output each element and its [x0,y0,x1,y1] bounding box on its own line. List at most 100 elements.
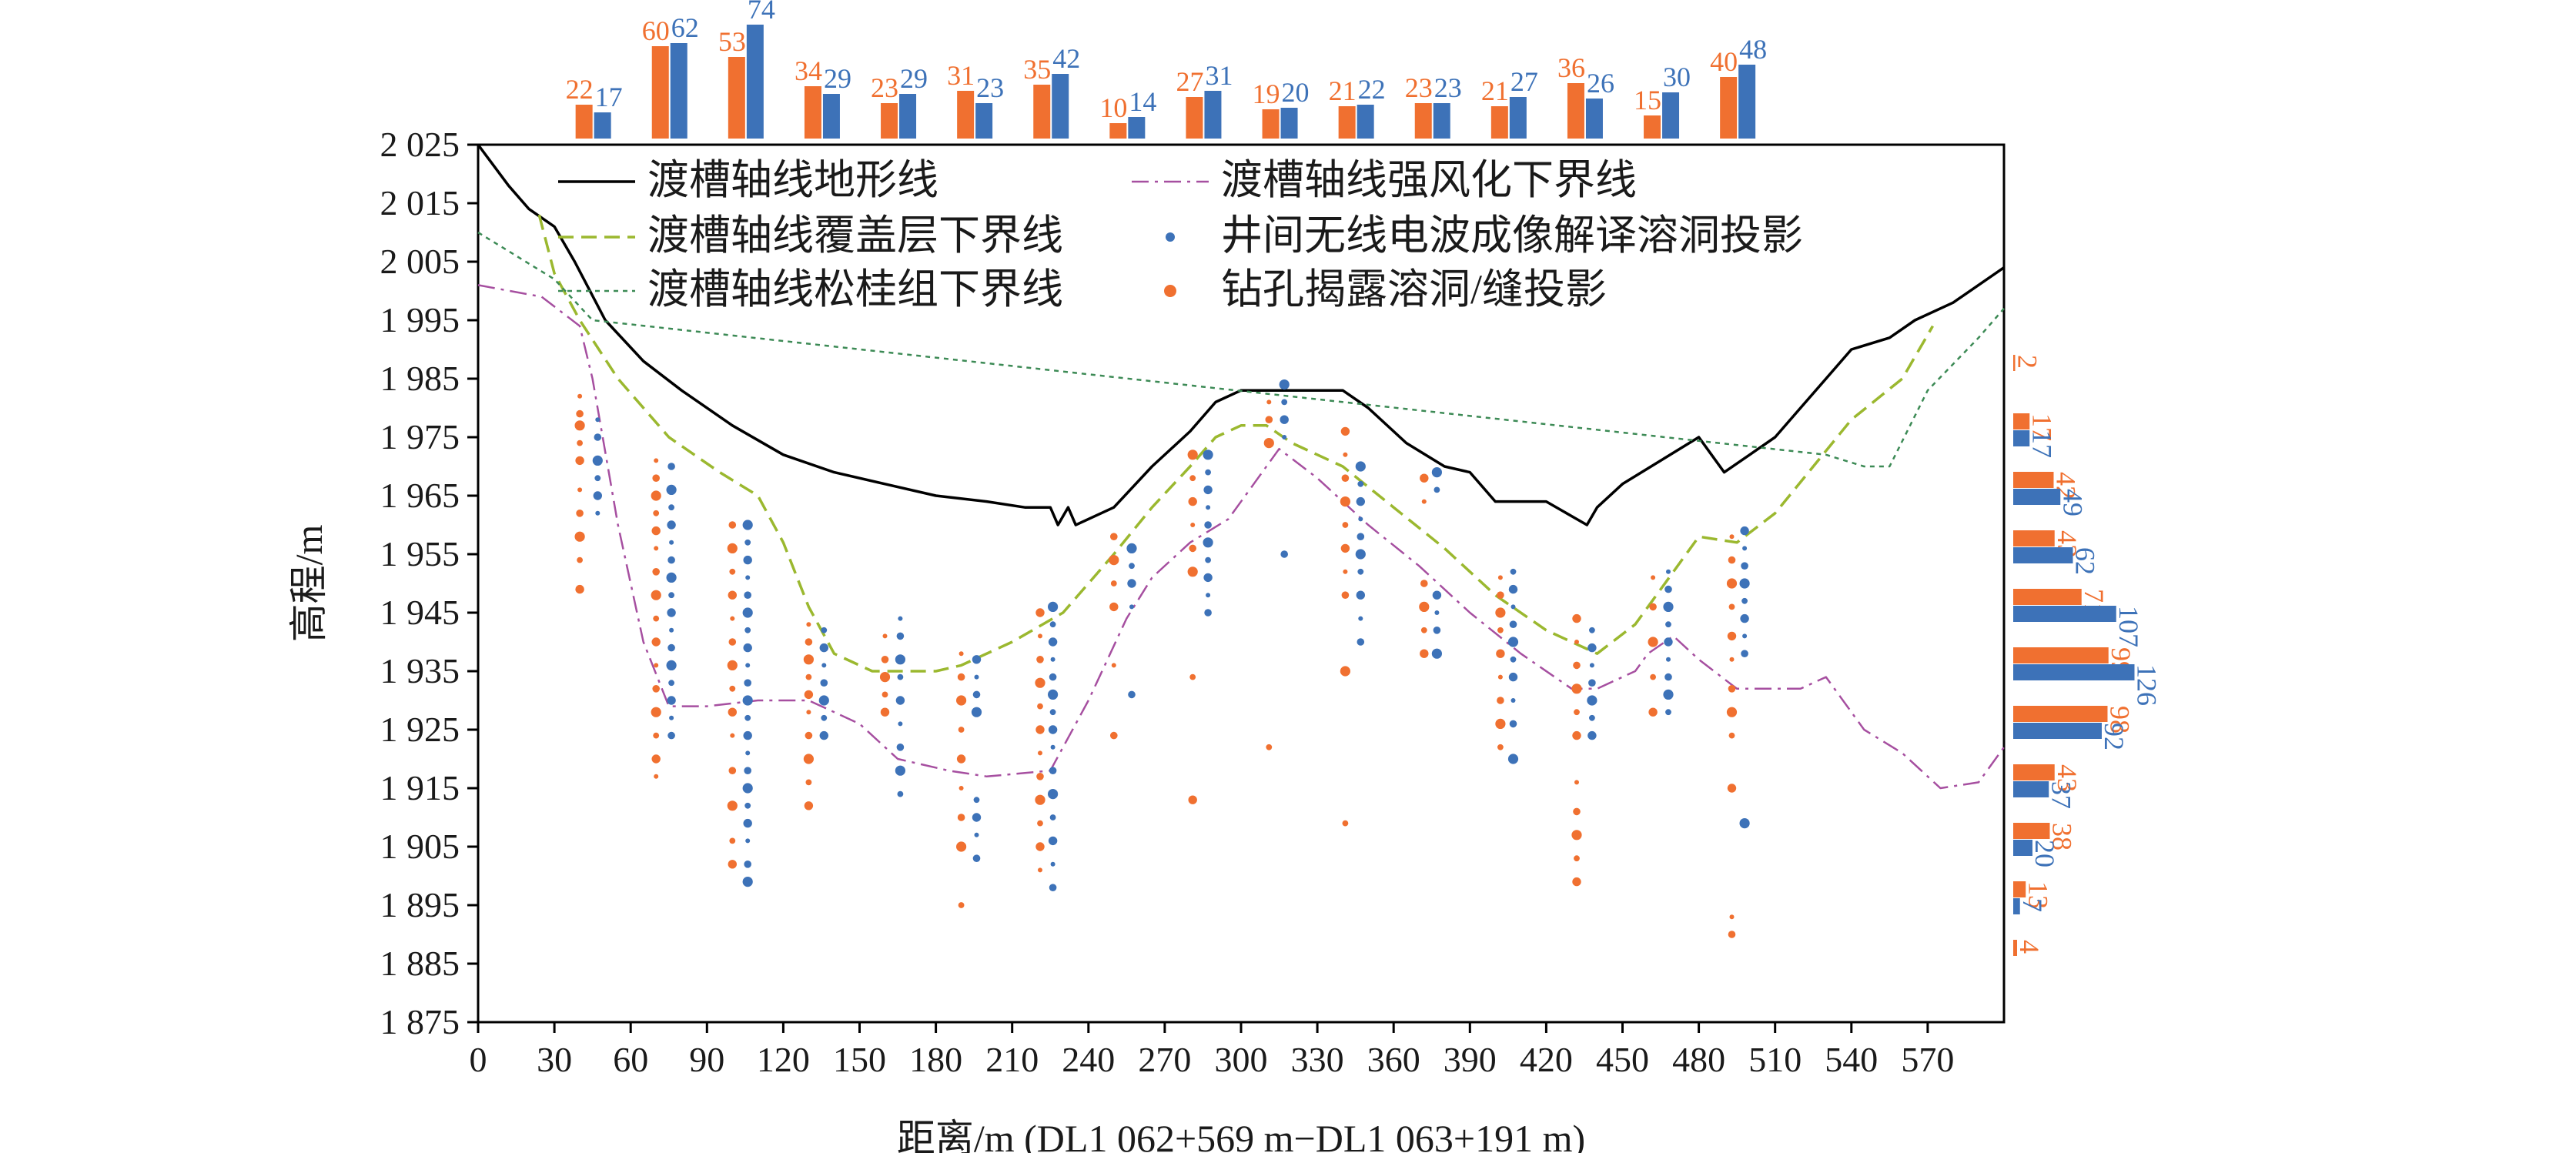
top-bar-value: 14 [1129,86,1156,117]
scatter-point [974,832,979,837]
y-tick-label: 1 975 [380,417,460,456]
top-bar-value: 17 [595,82,623,112]
top-bar-orange [728,57,745,139]
scatter-point [958,727,965,733]
scatter-point [1190,523,1196,527]
scatter-point [1421,499,1427,504]
scatter-point [1049,884,1057,891]
right-bar-blue [2013,898,2020,914]
scatter-point [805,638,813,646]
scatter-point [805,731,813,740]
scatter-point [879,672,891,683]
scatter-point [1572,613,1581,623]
scatter-point [1203,485,1213,495]
scatter-point [1649,603,1657,611]
y-tick-label: 1 905 [380,827,460,866]
scatter-point [895,696,905,705]
scatter-point [971,707,982,717]
scatter-point [1357,568,1364,575]
scatter-point [1204,521,1212,529]
top-bar-orange [1644,115,1661,139]
scatter-point [958,902,965,908]
scatter-point [1358,516,1363,522]
scatter-point [651,590,661,600]
series-line [477,231,2005,468]
scatter-point [653,510,660,516]
scatter-point [1420,580,1428,587]
scatter-point [804,690,814,700]
scatter-point [1206,505,1211,510]
scatter-point [1589,714,1595,721]
scatter-point [730,733,735,738]
scatter-point [669,715,674,720]
scatter-point [668,680,674,687]
scatter-point [652,685,660,693]
scatter-point [804,801,814,810]
scatter-point [574,420,585,431]
scatter-point [896,744,905,751]
scatter-point [1587,643,1597,653]
scatter-point [669,540,674,545]
top-bar-blue [1357,105,1374,139]
legend-label: 渡槽轴线强风化下界线 [1221,157,1637,203]
scatter-point [730,616,735,621]
scatter-point [727,660,738,671]
y-tick-label: 1 925 [380,710,460,749]
scatter-point [667,731,675,740]
right-bar-blue [2013,430,2030,446]
scatter-point [592,455,603,466]
scatter-point [594,433,602,441]
top-bar-value: 19 [1253,79,1280,109]
scatter-point [956,695,967,706]
scatter-point [667,463,675,470]
top-bar-blue [899,94,917,139]
scatter-point [1664,673,1672,681]
scatter-point [1666,657,1671,662]
scatter-point [1741,562,1748,570]
top-bar-blue [975,103,993,139]
scatter-point [651,707,661,717]
scatter-point [727,800,738,811]
top-bar-blue [1738,65,1756,139]
y-tick-label: 1 965 [380,476,460,515]
scatter-point [1587,730,1597,740]
scatter-point [1726,578,1738,589]
right-bar-blue [2013,547,2073,563]
top-bar-value: 31 [1205,60,1233,91]
right-bar-value: 126 [2132,664,2163,706]
scatter-point [728,860,737,869]
top-bar-value: 29 [900,63,928,94]
scatter-point [1434,610,1440,615]
scatter-point [1572,877,1581,887]
scatter-point [1266,744,1273,750]
right-bar-orange [2013,764,2055,780]
scatter-point [820,679,828,687]
top-bar-value: 36 [1557,52,1585,83]
scatter-point [1340,666,1350,677]
scatter-point [651,490,661,501]
top-bar-value: 22 [566,74,594,105]
scatter-point [1109,555,1119,566]
scatter-point [882,691,888,698]
scatter-point [1050,861,1055,867]
scatter-point [1203,450,1213,460]
scatter-point [1356,590,1366,600]
scatter-point [1497,697,1504,704]
series-line [537,214,1935,673]
scatter-point [1740,613,1749,623]
right-bar-value: 62 [2070,547,2101,575]
x-tick-label: 150 [833,1040,886,1079]
scatter-point [819,643,829,653]
scatter-point [1038,750,1042,756]
scatter-point [1419,601,1430,613]
scatter-point [898,616,903,621]
y-tick-label: 1 885 [380,944,460,983]
scatter-point [1203,573,1213,583]
right-bar-value: 7 [2017,898,2048,912]
x-tick-label: 270 [1138,1040,1191,1079]
scatter-point [744,679,751,687]
scatter-point [1189,544,1196,553]
top-bar-value: 62 [671,12,699,43]
scatter-point [805,673,812,680]
scatter-point [1048,601,1059,613]
